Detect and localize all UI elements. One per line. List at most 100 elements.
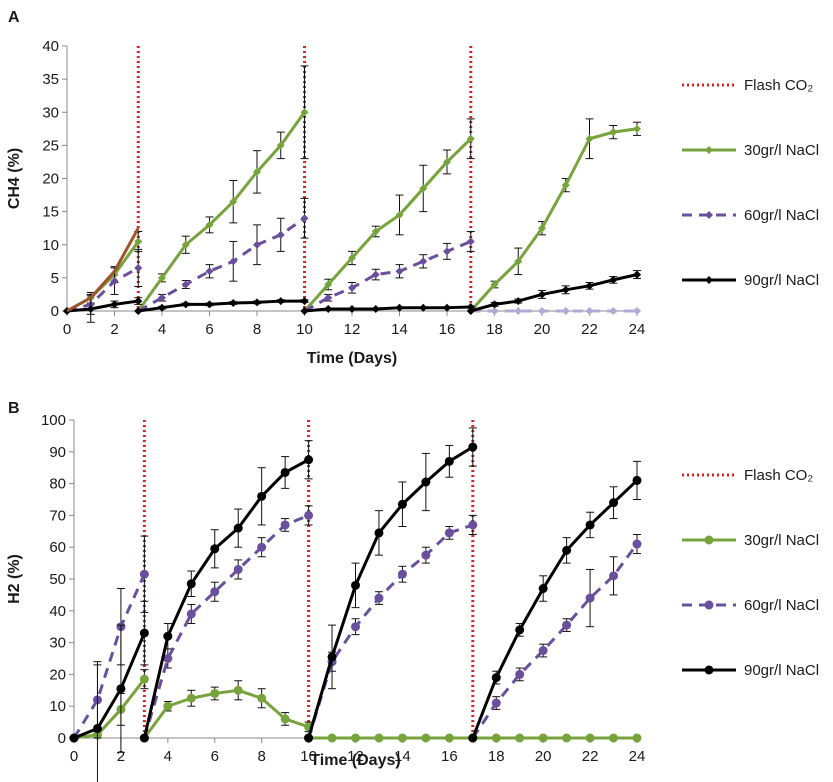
- data-point: [421, 550, 431, 560]
- data-point: [609, 307, 618, 315]
- legend-label: 30gr/l NaCl: [744, 532, 819, 549]
- data-point: [300, 214, 309, 223]
- data-point: [490, 280, 499, 289]
- data-point: [562, 545, 572, 555]
- data-point: [300, 307, 309, 315]
- data-point: [110, 277, 119, 286]
- y-axis-label: H2 (%): [6, 554, 23, 604]
- data-point: [276, 230, 285, 239]
- x-tick-label: 24: [629, 748, 646, 765]
- x-axis-label: Time (Days): [310, 752, 400, 769]
- data-point: [421, 477, 431, 487]
- data-point: [585, 281, 594, 290]
- data-point: [229, 299, 238, 308]
- x-tick-label: 8: [253, 321, 261, 338]
- legend-item: 90gr/l NaCl: [682, 662, 819, 679]
- x-axis-label: Time (Days): [307, 350, 397, 367]
- data-point: [327, 733, 337, 743]
- data-point: [444, 528, 454, 538]
- series-line: [138, 299, 305, 313]
- x-tick-label: 6: [205, 321, 213, 338]
- data-point: [253, 167, 261, 176]
- y-tick-label: 80: [49, 476, 66, 493]
- data-point: [186, 693, 196, 703]
- data-point: [163, 701, 173, 711]
- data-point: [280, 520, 290, 530]
- data-point: [444, 456, 454, 466]
- series-line: [471, 479, 639, 739]
- data-point: [300, 297, 309, 306]
- series-90gr-l-nacl: [63, 270, 641, 323]
- legend-item: 30gr/l NaCl: [682, 532, 819, 549]
- y-tick-label: 10: [49, 698, 66, 715]
- data-point: [257, 693, 267, 703]
- data-point: [181, 280, 190, 289]
- data-point: [585, 307, 594, 315]
- data-point: [374, 528, 384, 538]
- y-tick-label: 90: [49, 444, 66, 461]
- legend-label: 90gr/l NaCl: [744, 272, 819, 289]
- legend-label: Flash CO₂: [744, 467, 813, 484]
- data-point: [609, 498, 619, 508]
- series-line: [66, 299, 139, 313]
- data-point: [515, 625, 525, 635]
- legend-marker: [705, 211, 713, 219]
- x-tick-label: 12: [347, 748, 364, 765]
- data-point: [139, 628, 149, 638]
- data-point: [419, 184, 428, 193]
- x-tick-label: 0: [70, 748, 78, 765]
- data-point: [514, 307, 523, 315]
- data-point: [158, 273, 166, 282]
- data-point: [280, 714, 290, 724]
- data-point: [324, 280, 333, 289]
- y-tick-label: 0: [51, 303, 59, 320]
- series-line: [142, 514, 310, 739]
- data-point: [374, 733, 384, 743]
- data-point: [116, 684, 126, 694]
- data-point: [205, 300, 214, 309]
- x-tick-label: 24: [629, 321, 646, 338]
- data-point: [562, 733, 572, 743]
- y-tick-label: 25: [42, 137, 59, 154]
- x-tick-label: 22: [581, 321, 598, 338]
- legend-marker: [705, 146, 713, 154]
- data-point: [186, 579, 196, 589]
- y-tick-label: 50: [49, 571, 66, 588]
- y-tick-label: 20: [49, 666, 66, 683]
- data-point: [139, 674, 149, 684]
- data-point: [181, 240, 190, 249]
- legend-label: 90gr/l NaCl: [744, 662, 819, 679]
- data-point: [327, 652, 337, 662]
- x-tick-label: 20: [535, 748, 552, 765]
- data-point: [443, 247, 451, 256]
- legend-marker: [704, 535, 714, 545]
- data-point: [632, 733, 642, 743]
- series-line: [72, 573, 146, 739]
- y-tick-label: 15: [42, 204, 59, 221]
- data-point: [229, 197, 238, 206]
- data-point: [397, 733, 407, 743]
- series-line: [307, 445, 474, 739]
- y-tick-label: 40: [49, 603, 66, 620]
- data-point: [514, 257, 523, 266]
- panel-label: B: [8, 400, 20, 417]
- series-line: [142, 458, 310, 739]
- series-30gr-l-nacl: [63, 65, 641, 315]
- data-point: [304, 733, 314, 743]
- data-point: [632, 475, 642, 485]
- panel-label: A: [8, 9, 20, 26]
- series-line: [303, 137, 472, 313]
- data-point: [585, 520, 595, 530]
- x-tick-label: 16: [439, 321, 456, 338]
- legend-item: Flash CO₂: [682, 467, 813, 484]
- data-point: [395, 210, 404, 219]
- data-point: [491, 673, 501, 683]
- legend-marker: [704, 600, 714, 610]
- data-point: [371, 270, 380, 279]
- data-point: [561, 285, 570, 294]
- y-tick-label: 60: [49, 539, 66, 556]
- data-point: [233, 564, 243, 574]
- data-point: [466, 307, 475, 315]
- data-point: [351, 733, 360, 743]
- legend-item: 90gr/l NaCl: [682, 272, 819, 289]
